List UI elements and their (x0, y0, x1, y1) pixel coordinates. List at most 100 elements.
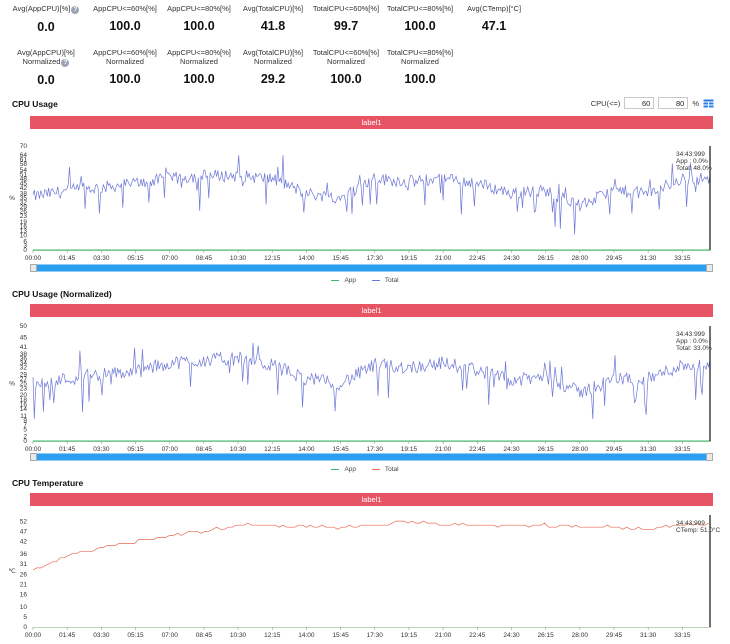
y-tick-label: 64 (20, 152, 28, 159)
metric-value: 99.7 (333, 19, 359, 33)
slider-left-handle[interactable] (30, 264, 37, 272)
cursor-tooltip-line: Total: 48.0% (676, 165, 712, 172)
cursor-tooltip-line: CTemp: 51.0°C (676, 526, 720, 534)
metric-label: TotalCPU<=80%[%] (386, 4, 454, 13)
y-tick-label: 16 (20, 223, 28, 230)
table-view-icon[interactable] (703, 98, 714, 108)
summary-metric-6: Avg(CTemp)[°C] 47.1 (457, 4, 531, 33)
y-tick-label: 32 (20, 200, 28, 207)
cpu-threshold-80-input[interactable] (658, 97, 689, 109)
y-tick-label: 54 (20, 167, 28, 174)
normalized-metric-3: Avg(TotalCPU)[%] Normalized 29.2 (236, 48, 310, 86)
metric-sublabel: Normalized (327, 57, 365, 66)
metric-sublabel: Normalized (180, 57, 218, 66)
y-tick-label: 42 (20, 539, 28, 546)
normalized-metric-0: Avg(AppCPU)[%] Normalized? 0.0 (9, 48, 83, 87)
help-icon[interactable]: ? (61, 59, 70, 67)
summary-metric-1: AppCPU<=60%[%] 100.0 (88, 4, 162, 33)
cursor-tooltip-line: 34:43:999 (676, 151, 705, 158)
cpu-usage-legend: App Total (0, 276, 730, 284)
metric-label: Avg(AppCPU)[%] (17, 48, 75, 57)
x-tick-label: 22:45 (469, 446, 486, 453)
metric-value: 47.1 (481, 19, 507, 33)
y-tick-label: 0 (23, 624, 27, 631)
cpu-normalized-label-bar: label1 (30, 304, 713, 317)
metric-value: 0.0 (37, 73, 55, 87)
x-tick-label: 22:45 (469, 255, 486, 262)
x-tick-label: 05:15 (127, 446, 144, 453)
x-tick-label: 00:00 (25, 446, 42, 453)
x-tick-label: 07:00 (162, 632, 179, 639)
x-tick-label: 19:15 (401, 255, 418, 262)
x-tick-label: 33:15 (674, 632, 691, 639)
metric-value: 100.0 (183, 72, 215, 86)
metric-value: 41.8 (260, 19, 286, 33)
x-tick-label: 33:15 (674, 255, 691, 262)
cpu-threshold-control: CPU(<=) % (591, 97, 714, 109)
y-tick-label: 23 (20, 385, 28, 392)
x-tick-label: 01:45 (59, 446, 76, 453)
legend-total[interactable]: Total (371, 466, 399, 473)
x-tick-label: 01:45 (59, 632, 76, 639)
y-tick-label: 13 (20, 228, 28, 235)
slider-right-handle[interactable] (706, 264, 713, 272)
normalized-metric-4: TotalCPU<=60%[%] Normalized 100.0 (309, 48, 383, 86)
y-tick-label: 58 (20, 161, 28, 168)
y-tick-label: 5 (23, 614, 27, 621)
x-tick-label: 31:30 (640, 632, 657, 639)
cpu-threshold-unit: % (692, 98, 699, 108)
x-tick-label: 12:15 (264, 255, 281, 262)
cursor-tooltip-line: App : 0.0% (676, 158, 708, 165)
metric-value: 100.0 (404, 19, 436, 33)
legend-total-swatch (371, 469, 380, 470)
slider-left-handle[interactable] (30, 453, 37, 461)
x-tick-label: 29:45 (606, 255, 623, 262)
x-tick-label: 05:15 (127, 632, 144, 639)
y-tick-label: 16 (20, 592, 28, 599)
legend-app-swatch (331, 280, 340, 281)
x-tick-label: 19:15 (401, 446, 418, 453)
y-tick-label: 0 (23, 247, 27, 254)
y-tick-label: 31 (20, 561, 28, 568)
y-tick-label: 14 (20, 406, 28, 413)
y-tick-label: 26 (20, 571, 28, 578)
help-icon[interactable]: ? (71, 6, 80, 14)
metric-sublabel: Normalized (254, 57, 292, 66)
series-line-total (32, 155, 711, 235)
cpu-normalized-zoom-slider[interactable] (30, 453, 713, 461)
x-tick-label: 29:45 (606, 446, 623, 453)
x-tick-label: 31:30 (640, 255, 657, 262)
slider-right-handle[interactable] (706, 453, 713, 461)
y-axis-label: % (9, 381, 15, 388)
metric-sublabel: Normalized (401, 57, 439, 66)
x-tick-label: 10:30 (230, 255, 247, 262)
cpu-usage-normalized-title: CPU Usage (Normalized) (12, 289, 112, 299)
x-tick-label: 03:30 (93, 632, 110, 639)
x-tick-label: 26:15 (538, 255, 555, 262)
y-tick-label: 41 (20, 344, 28, 351)
x-tick-label: 24:30 (503, 632, 520, 639)
legend-app[interactable]: App (331, 277, 356, 284)
x-tick-label: 15:45 (332, 446, 349, 453)
x-tick-label: 14:00 (298, 255, 315, 262)
y-tick-label: 48 (20, 176, 28, 183)
legend-total[interactable]: Total (371, 277, 399, 284)
cpu-temp-label-bar: label1 (30, 493, 713, 506)
normalized-metric-1: AppCPU<=60%[%] Normalized 100.0 (88, 48, 162, 86)
x-tick-label: 12:15 (264, 632, 281, 639)
cpu-threshold-60-input[interactable] (624, 97, 655, 109)
y-tick-label: 50 (20, 323, 28, 330)
y-tick-label: 38 (20, 191, 28, 198)
x-tick-label: 31:30 (640, 446, 657, 453)
y-tick-label: 5 (23, 427, 27, 434)
x-tick-label: 05:15 (127, 255, 144, 262)
legend-app[interactable]: App (331, 466, 356, 473)
y-tick-label: 11 (20, 413, 27, 420)
cursor-tooltip-line: App : 0.0% (676, 338, 708, 345)
series-line-total (32, 342, 711, 420)
x-tick-label: 17:30 (367, 255, 384, 262)
cursor-tooltip-line: 34:43:999 (676, 331, 705, 338)
y-tick-label: 35 (20, 195, 28, 202)
summary-metric-0: Avg(AppCPU)[%]? 0.0 (9, 4, 83, 34)
cpu-usage-zoom-slider[interactable] (30, 264, 713, 272)
